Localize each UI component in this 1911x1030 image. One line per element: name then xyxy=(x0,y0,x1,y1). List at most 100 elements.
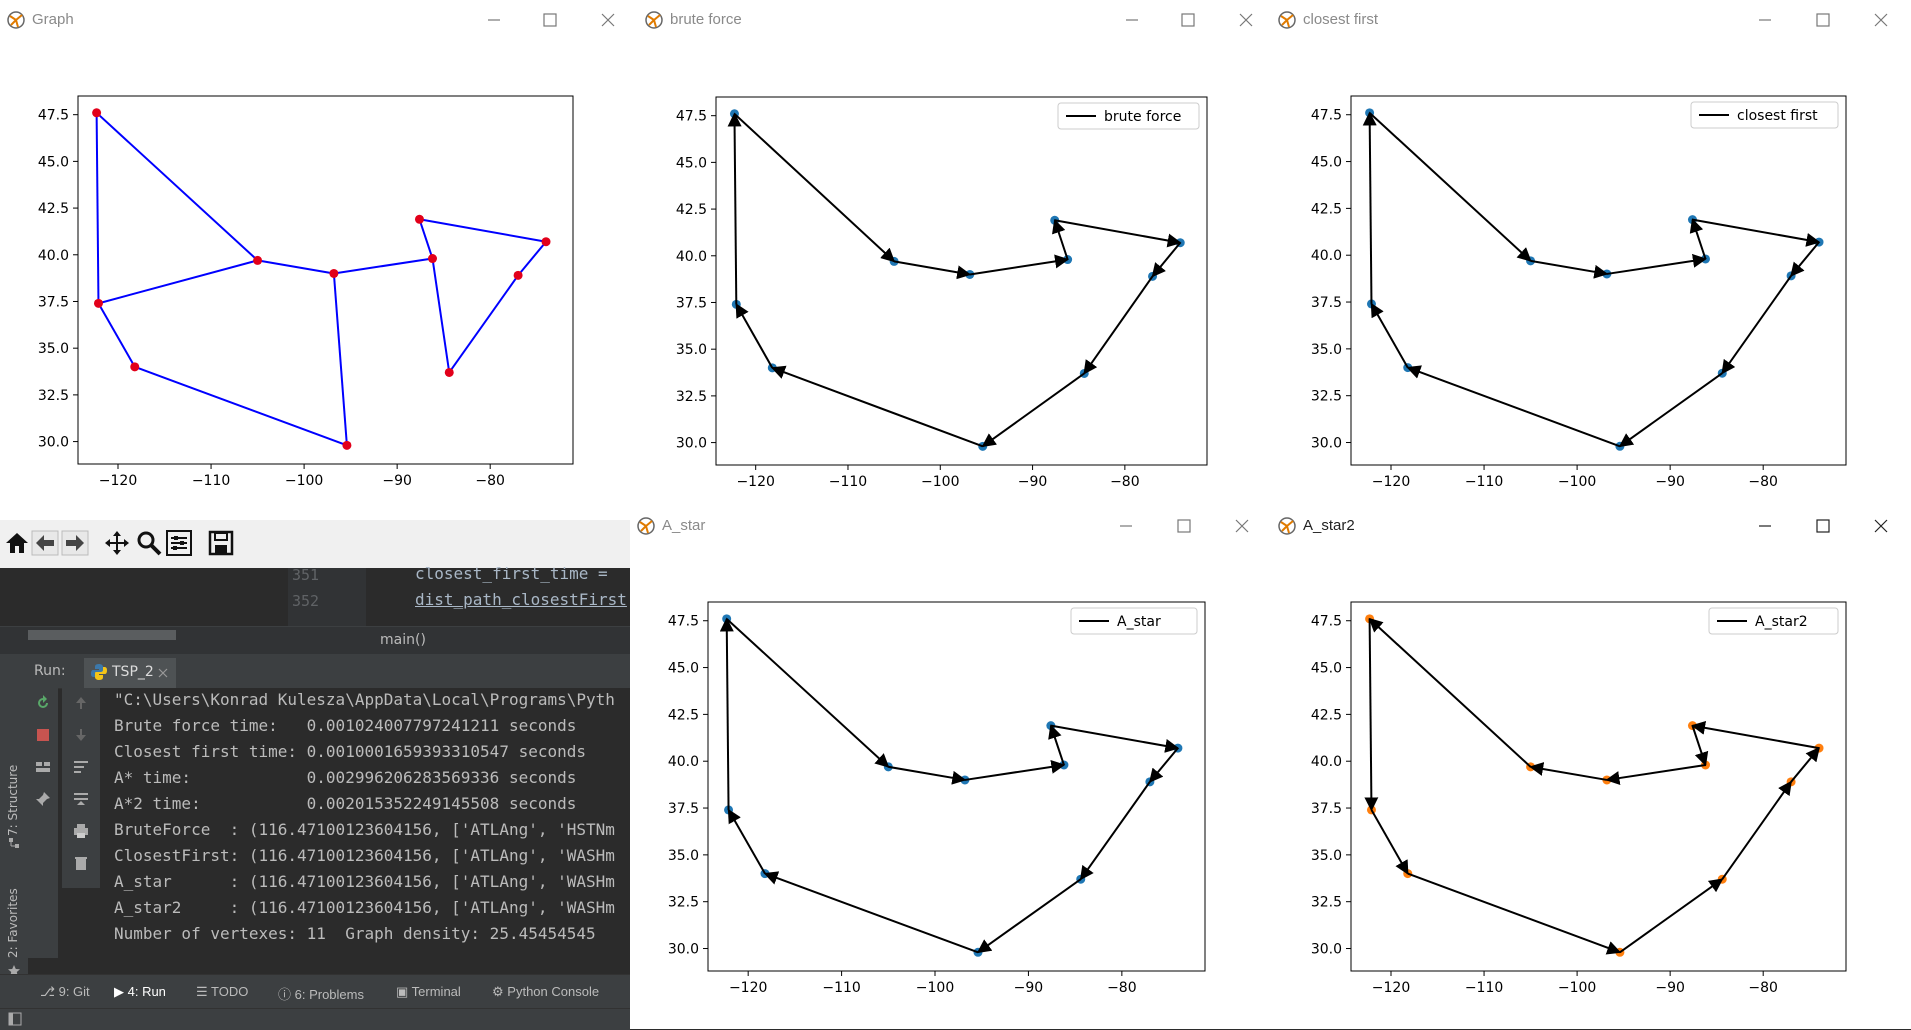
window-titlebar[interactable]: Graph xyxy=(0,0,638,40)
rerun-icon[interactable] xyxy=(34,694,52,712)
plot-canvas[interactable]: −120 −110 −100 −90 −80 30.0 32.5 35.0 37.5 40.0 42… xyxy=(630,546,1271,1029)
up-arrow-icon[interactable] xyxy=(72,694,90,712)
y-tick-label: 35.0 xyxy=(668,848,699,864)
y-tick-label: 30.0 xyxy=(676,436,707,452)
y-tick-label: 37.5 xyxy=(676,295,707,311)
x-tick-label: −120 xyxy=(99,473,137,489)
y-tick-label: 45.0 xyxy=(38,154,69,170)
path-arrow xyxy=(1721,780,1792,880)
run-console[interactable]: "C:\Users\Konrad Kulesza\AppData\Local\P… xyxy=(100,688,630,974)
matplotlib-icon xyxy=(1278,517,1296,535)
x-tick-label: −100 xyxy=(285,473,323,489)
x-tick-label: −80 xyxy=(1110,474,1140,490)
forward-icon[interactable] xyxy=(60,528,90,558)
console-line: A_star : (116.47100123604156, ['ATLAng',… xyxy=(114,872,615,891)
horizontal-scrollbar[interactable] xyxy=(28,630,176,640)
y-tick-label: 30.0 xyxy=(668,942,699,958)
plot-canvas[interactable]: −120 −110 −100 −90 −80 30.0 32.5 35.0 37.5 40.0 42… xyxy=(1271,546,1911,1029)
console-line: ClosestFirst: (116.47100123604156, ['ATL… xyxy=(114,846,615,865)
close-icon[interactable] xyxy=(1867,6,1895,34)
scroll-to-end-icon[interactable] xyxy=(72,790,90,808)
save-icon[interactable] xyxy=(206,528,236,558)
minimize-icon[interactable] xyxy=(1751,512,1779,540)
x-tick-label: −120 xyxy=(729,980,767,996)
a-star2-window: A_star2 −120 −110 −100 −90 −80 30.0 32.5 35.0 37… xyxy=(1271,506,1911,1029)
path-arrow xyxy=(1370,302,1409,369)
graph-edge xyxy=(448,274,519,374)
code-editor[interactable]: 351 closest_first_time = 352 dist_path_c… xyxy=(0,564,630,626)
code-line[interactable]: closest_first_time = xyxy=(415,564,618,583)
graph-edge xyxy=(333,257,433,275)
home-icon[interactable] xyxy=(2,528,32,558)
structure-icon[interactable] xyxy=(7,836,21,850)
plot-canvas[interactable]: −120 −110 −100 −90 −80 30.0 32.5 35.0 37.5 40.0 42… xyxy=(1271,40,1911,506)
y-tick-label: 32.5 xyxy=(668,895,699,911)
maximize-icon[interactable] xyxy=(1174,6,1202,34)
close-icon[interactable] xyxy=(1867,512,1895,540)
data-point xyxy=(93,298,103,308)
plot-canvas[interactable]: −120 −110 −100 −90 −80 30.0 32.5 35.0 37.5 40.0 42… xyxy=(0,40,638,520)
window-titlebar[interactable]: A_star2 xyxy=(1271,506,1911,546)
left-tool-strip: 7: Structure 2: Favorites xyxy=(0,654,28,977)
window-titlebar[interactable]: brute force xyxy=(638,0,1271,40)
x-tick-label: −90 xyxy=(1655,474,1685,490)
star-icon[interactable] xyxy=(7,964,21,978)
favorites-tab[interactable]: 2: Favorites xyxy=(6,888,20,958)
y-tick-label: 37.5 xyxy=(668,801,699,817)
run-tab[interactable]: TSP_2 xyxy=(84,658,176,691)
window-titlebar[interactable]: closest first xyxy=(1271,0,1911,40)
run-toolbar-right xyxy=(62,688,100,888)
python-console-tab[interactable]: ⚙ Python Console xyxy=(492,984,600,999)
terminal-tab[interactable]: ▣ Terminal xyxy=(396,984,461,999)
minimize-icon[interactable] xyxy=(1118,6,1146,34)
matplotlib-icon xyxy=(645,11,663,29)
trash-icon[interactable] xyxy=(72,854,90,872)
configure-icon[interactable] xyxy=(164,528,194,558)
git-tab[interactable]: ⎇ 9: Git xyxy=(40,984,90,999)
todo-tab[interactable]: ☰ TODO xyxy=(196,984,249,999)
path-arrow xyxy=(1406,365,1621,448)
problems-tab[interactable]: ⓘ 6: Problems xyxy=(278,987,364,1002)
graph-edge xyxy=(257,259,335,275)
maximize-icon[interactable] xyxy=(1809,512,1837,540)
brute-force-window: brute force −120 −110 −100 −90 −80 30.0 32.5 35… xyxy=(638,0,1271,506)
panel-toggle-icon[interactable] xyxy=(8,1012,22,1026)
path-arrow xyxy=(1530,259,1609,279)
path-arrow xyxy=(1618,372,1723,448)
maximize-icon[interactable] xyxy=(1170,512,1198,540)
path-arrow xyxy=(1721,275,1792,375)
console-line: "C:\Users\Konrad Kulesza\AppData\Local\P… xyxy=(114,690,615,709)
maximize-icon[interactable] xyxy=(536,6,564,34)
back-icon[interactable] xyxy=(30,528,60,558)
minimize-icon[interactable] xyxy=(1112,512,1140,540)
y-tick-label: 37.5 xyxy=(1311,295,1342,311)
stop-icon[interactable] xyxy=(34,726,52,744)
close-icon[interactable] xyxy=(594,6,622,34)
minimize-icon[interactable] xyxy=(480,6,508,34)
close-icon[interactable] xyxy=(1228,512,1256,540)
run-toolbar-left xyxy=(28,688,58,958)
run-bottom-tab[interactable]: ▶ 4: Run xyxy=(114,984,166,999)
down-arrow-icon[interactable] xyxy=(72,726,90,744)
window-titlebar[interactable]: A_star xyxy=(630,506,1271,546)
path-arrow xyxy=(1364,618,1379,812)
pan-icon[interactable] xyxy=(102,528,132,558)
path-arrow xyxy=(1079,781,1151,881)
maximize-icon[interactable] xyxy=(1809,6,1837,34)
path-arrow xyxy=(1691,720,1820,750)
legend-label: A_star2 xyxy=(1755,614,1808,630)
run-tab-label: TSP_2 xyxy=(112,664,154,680)
structure-tab[interactable]: 7: Structure xyxy=(6,764,20,836)
close-icon[interactable] xyxy=(1232,6,1260,34)
code-line[interactable]: dist_path_closestFirst xyxy=(415,590,627,609)
layout-icon[interactable] xyxy=(34,758,52,776)
soft-wrap-icon[interactable] xyxy=(72,758,90,776)
close-tab-icon[interactable] xyxy=(158,668,168,678)
graph-edge xyxy=(332,273,348,446)
plot-canvas[interactable]: −120 −110 −100 −90 −80 30.0 32.5 35.0 37.5 40.0 42… xyxy=(638,40,1271,506)
path-arrow xyxy=(1052,218,1069,260)
zoom-icon[interactable] xyxy=(134,528,164,558)
pin-icon[interactable] xyxy=(34,790,52,808)
minimize-icon[interactable] xyxy=(1751,6,1779,34)
print-icon[interactable] xyxy=(72,822,90,840)
